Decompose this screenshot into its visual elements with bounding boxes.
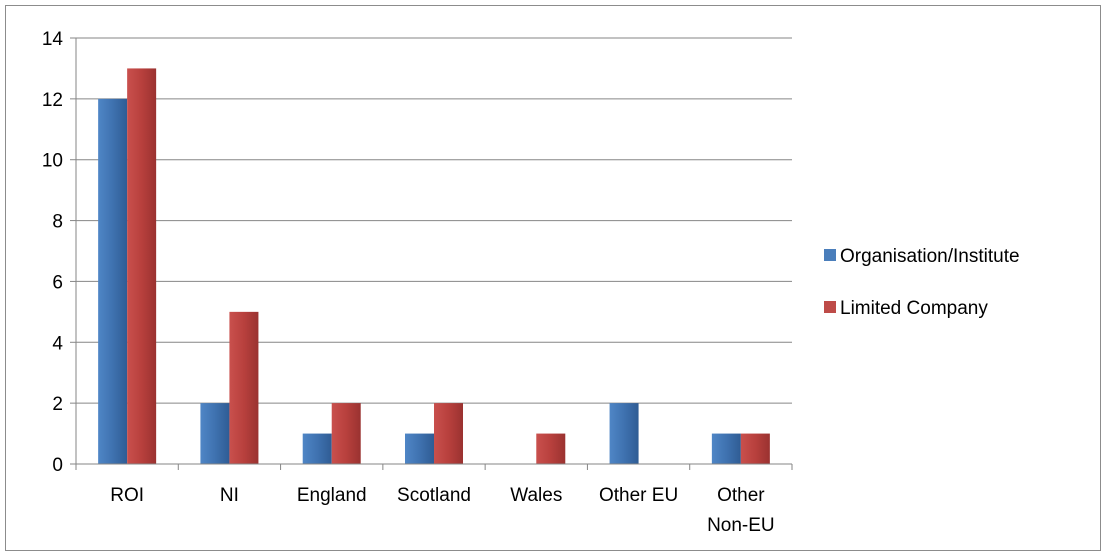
tick-labels: 0 2 4 6 8 10 12 14 ROI NI England Scotland Wales Othe…: [42, 29, 775, 536]
bar: [609, 403, 639, 464]
legend-label: Organisation/Institute: [840, 246, 1020, 267]
y-tick-label: 8: [52, 212, 63, 233]
x-tick-label: Other Non-EU: [707, 485, 775, 536]
y-tick-label: 6: [52, 272, 63, 293]
bar: [740, 433, 770, 464]
legend-swatch: [824, 249, 836, 261]
legend-label: Limited Company: [840, 298, 988, 319]
legend: Organisation/Institute Limited Company: [824, 246, 1020, 319]
bar: [302, 433, 332, 464]
bar: [229, 311, 259, 464]
y-tick-label: 12: [42, 90, 63, 111]
bar: [200, 403, 230, 464]
y-tick-label: 2: [52, 394, 63, 415]
bars: [98, 68, 770, 464]
bar-chart: 0 2 4 6 8 10 12 14 ROI NI England Scotland Wales Othe…: [42, 29, 1020, 536]
bar: [405, 433, 434, 464]
x-tick-label: ROI: [110, 485, 144, 506]
x-tick-label: Scotland: [397, 485, 471, 506]
x-tick-label: England: [297, 485, 367, 506]
x-tick-label: Wales: [510, 485, 562, 506]
x-tick-label: Other EU: [599, 485, 678, 506]
bar: [536, 433, 566, 464]
chart-frame: 0 2 4 6 8 10 12 14 ROI NI England Scotland Wales Othe…: [5, 5, 1101, 551]
y-tick-label: 0: [52, 455, 63, 476]
y-tick-label: 10: [42, 151, 63, 172]
y-tick-label: 4: [52, 333, 63, 354]
bar: [711, 433, 741, 464]
gridlines: [76, 37, 792, 404]
bar: [98, 98, 128, 464]
y-tick-label: 14: [42, 29, 64, 50]
bar: [127, 68, 157, 464]
bar: [331, 403, 361, 464]
legend-swatch: [824, 301, 836, 313]
axes: [70, 37, 793, 470]
bar: [434, 403, 463, 464]
x-tick-label: NI: [220, 485, 239, 506]
